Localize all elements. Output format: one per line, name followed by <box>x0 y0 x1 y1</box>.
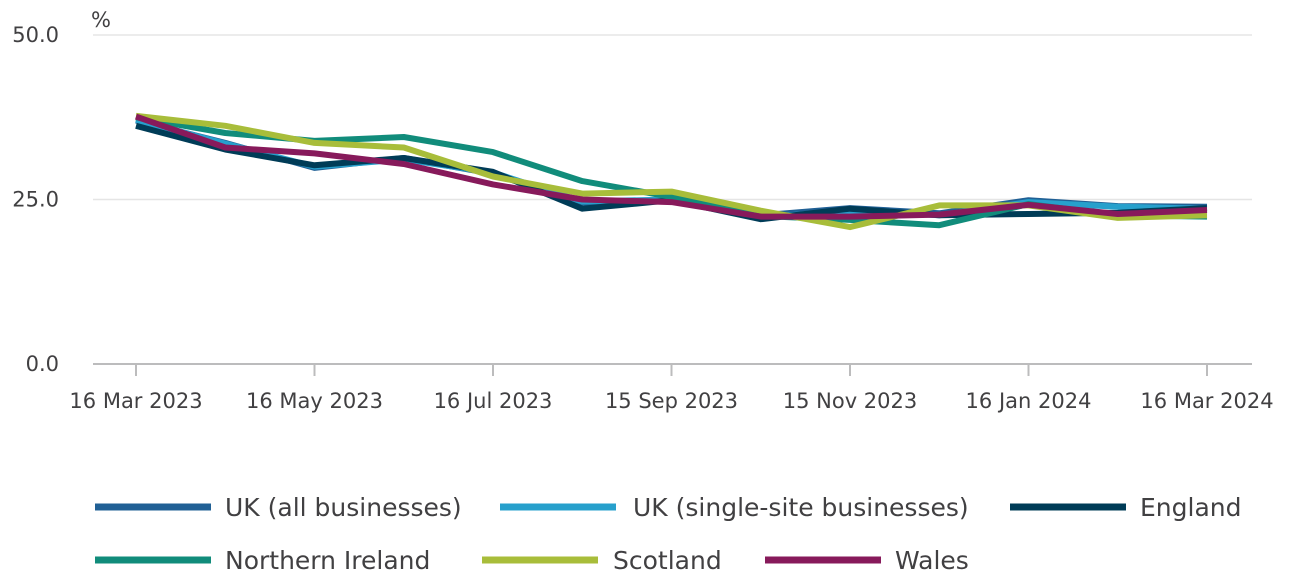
y-tick-label: 0.0 <box>26 352 59 376</box>
legend-label: UK (single-site businesses) <box>633 493 969 522</box>
x-tick-label: 16 Jan 2024 <box>966 389 1092 413</box>
x-tick-label: 15 Nov 2023 <box>783 389 918 413</box>
gridlines <box>93 34 1252 201</box>
x-tick-label: 16 Mar 2023 <box>69 389 202 413</box>
legend: UK (all businesses) UK (single-site busin… <box>95 493 1242 575</box>
y-tick-label: 50.0 <box>12 23 59 47</box>
series-line-wales <box>135 113 1208 220</box>
y-unit-label: % <box>91 8 111 32</box>
series-line-scotland <box>135 112 1208 231</box>
legend-label: Northern Ireland <box>225 546 430 575</box>
x-tick-label: 16 Jul 2023 <box>434 389 553 413</box>
legend-label: Wales <box>895 546 969 575</box>
x-tick-label: 16 Mar 2024 <box>1140 389 1273 413</box>
y-axis-tick-labels: 0.0 25.0 50.0 <box>12 23 59 376</box>
series-lines <box>135 112 1208 231</box>
legend-label: England <box>1140 493 1242 522</box>
legend-label: UK (all businesses) <box>225 493 462 522</box>
y-tick-label: 25.0 <box>12 188 59 212</box>
x-tick-label: 15 Sep 2023 <box>605 389 738 413</box>
legend-label: Scotland <box>613 546 722 575</box>
x-tick-label: 16 May 2023 <box>246 389 383 413</box>
x-axis-ticks: 16 Mar 2023 16 May 2023 16 Jul 2023 15 Sep … <box>69 364 1274 413</box>
